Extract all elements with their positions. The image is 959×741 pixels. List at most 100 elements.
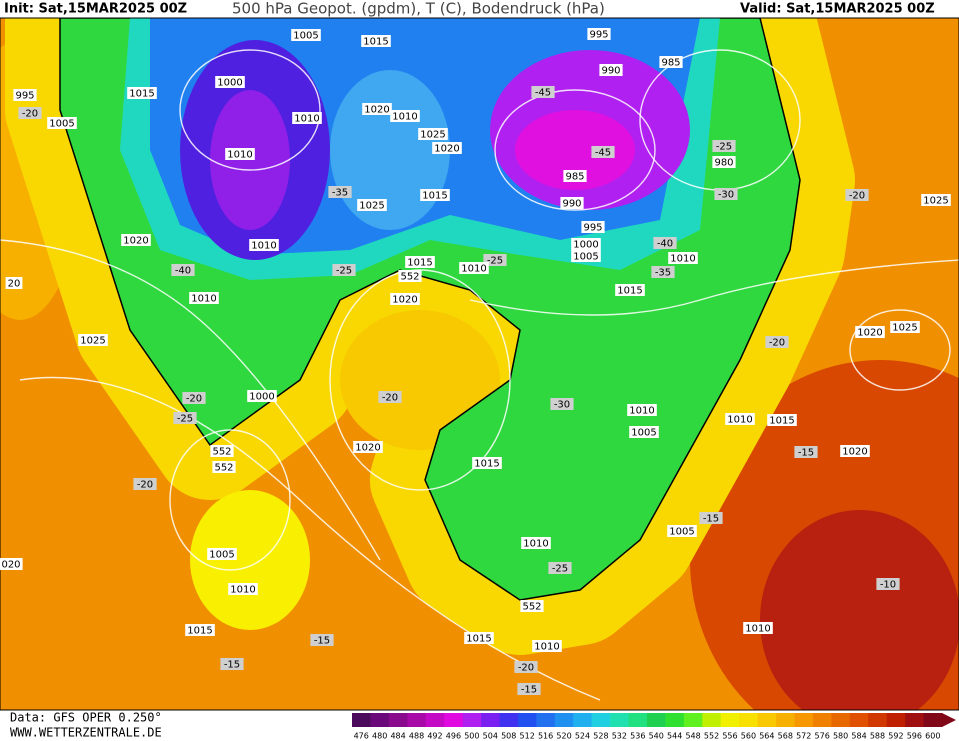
contour-label: 1015 — [422, 191, 447, 202]
contour-label: 020 — [1, 560, 20, 571]
scale-label: 524 — [575, 732, 590, 741]
contour-label: 1010 — [392, 112, 417, 123]
contour-label: 1025 — [923, 196, 948, 207]
contour-label-box — [189, 292, 219, 304]
contour-label-box — [599, 64, 623, 76]
scale-label: 476 — [354, 732, 369, 741]
contour-label: 1010 — [230, 585, 255, 596]
scale-label: 488 — [409, 732, 424, 741]
init-time: Init: Sat,15MAR2025 00Z — [4, 2, 187, 17]
contour-label-box — [247, 390, 277, 402]
scale-cell — [628, 713, 648, 727]
contour-label-box — [378, 391, 402, 403]
contour-label: -15 — [521, 685, 537, 696]
scale-label: 480 — [372, 732, 387, 741]
contour-label-box — [78, 334, 108, 346]
scale-cell — [886, 713, 906, 727]
scale-cell — [499, 713, 519, 727]
contour-label-box — [653, 237, 677, 249]
scale-label: 564 — [759, 732, 774, 741]
contour-label: -20 — [849, 191, 865, 202]
contour-label: -25 — [336, 266, 352, 277]
scale-label: 556 — [722, 732, 737, 741]
contour-label: 1010 — [227, 150, 252, 161]
contour-label-box — [390, 293, 420, 305]
contour-label: 1025 — [420, 130, 445, 141]
contour-label-box — [659, 56, 683, 68]
contour-label-box — [173, 412, 197, 424]
contour-label-box — [563, 170, 587, 182]
contour-label-box — [472, 457, 502, 469]
contour-label-box — [615, 284, 645, 296]
contour-label-box — [712, 156, 736, 168]
contour-label: -20 — [186, 394, 202, 405]
contour-label: -35 — [655, 268, 671, 279]
scale-cell — [352, 713, 371, 727]
scale-label: 504 — [483, 732, 498, 741]
contour-label-box — [464, 632, 494, 644]
contour-label: 552 — [212, 447, 231, 458]
contour-label: 985 — [661, 58, 680, 69]
scale-cell — [444, 713, 464, 727]
scale-cell — [739, 713, 759, 727]
contour-label: -45 — [535, 88, 551, 99]
scale-cell — [610, 713, 630, 727]
contour-label: 1015 — [407, 258, 432, 269]
data-source: Data: GFS OPER 0.250° — [10, 711, 162, 725]
contour-label-box — [398, 270, 422, 282]
scale-cell — [647, 713, 666, 727]
contour-label: 1010 — [251, 241, 276, 252]
contour-label-box — [560, 197, 584, 209]
contour-label: 1005 — [573, 252, 598, 263]
isobar — [0, 239, 381, 561]
contour-label-box — [459, 262, 489, 274]
contour-label: 995 — [15, 91, 34, 102]
scale-cell — [517, 713, 537, 727]
contour-label-box — [215, 76, 245, 88]
scale-cell — [425, 713, 445, 727]
contour-label: 1010 — [629, 406, 654, 417]
contour-label-box — [225, 148, 255, 160]
contour-label-box — [767, 414, 797, 426]
contour-label-box — [548, 562, 572, 574]
scale-cell — [757, 713, 777, 727]
contour-label-box — [310, 634, 334, 646]
map-frame — [0, 17, 959, 711]
isobar — [179, 49, 321, 171]
scale-cell — [462, 713, 482, 727]
contour-label-box — [531, 86, 555, 98]
contour-label: 1020 — [123, 236, 148, 247]
contour-label-box — [514, 661, 538, 673]
contour-label-box — [550, 398, 574, 410]
contour-label: 1015 — [474, 459, 499, 470]
greenland-high — [330, 70, 450, 230]
contour-label-box — [591, 146, 615, 158]
contour-label-box — [845, 189, 869, 201]
contour-label: -25 — [487, 256, 503, 267]
contour-label: 980 — [714, 158, 733, 169]
contour-label: 1025 — [80, 336, 105, 347]
scale-cell — [665, 713, 685, 727]
contour-label: 1015 — [187, 626, 212, 637]
contour-label-box — [432, 142, 462, 154]
contour-label-box — [571, 250, 601, 262]
contour-label: 1020 — [857, 328, 882, 339]
contour-label-box — [228, 583, 258, 595]
scale-label: 600 — [925, 732, 940, 741]
scale-cell — [720, 713, 740, 727]
contour-label-box — [405, 256, 435, 268]
contour-label-box — [0, 558, 23, 570]
isobar — [469, 259, 959, 316]
contour-label-box — [220, 658, 244, 670]
contour-label: -40 — [175, 266, 191, 277]
contour-label: -45 — [595, 148, 611, 159]
contour-label-box — [328, 186, 352, 198]
contour-label: 995 — [583, 223, 602, 234]
contour-label: 1010 — [534, 642, 559, 653]
scale-label: 592 — [888, 732, 903, 741]
contour-label: 1000 — [249, 392, 274, 403]
contour-label-box — [418, 128, 448, 140]
contour-label-box — [13, 89, 37, 101]
